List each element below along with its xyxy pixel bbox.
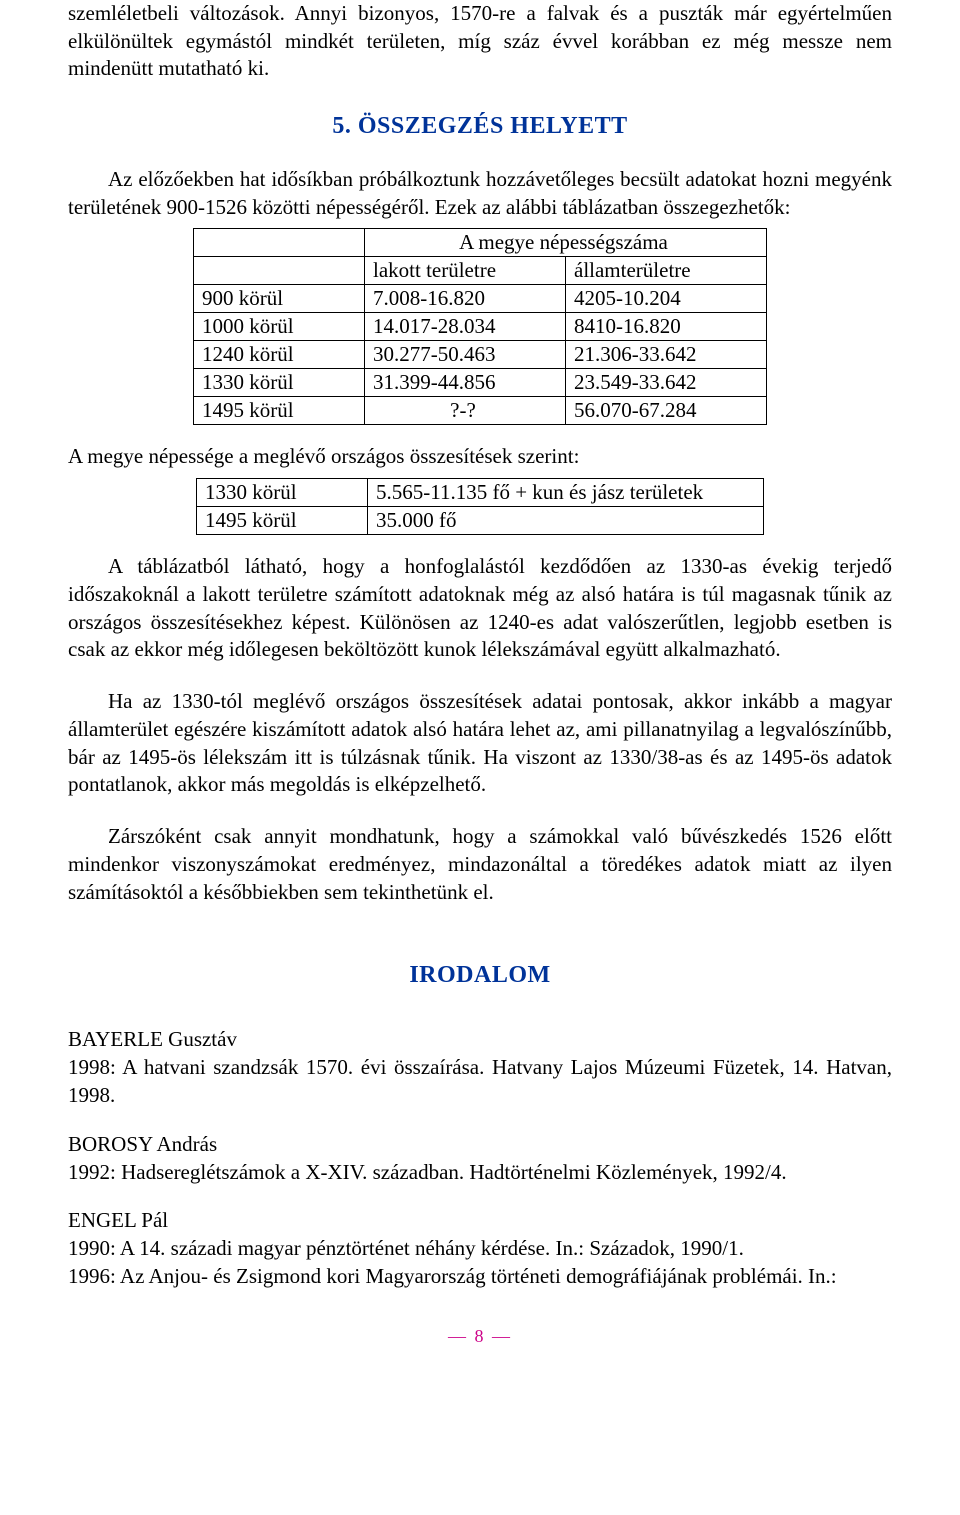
after-t2-para-1: A táblázatból látható, hogy a honfoglalá… [68, 553, 892, 664]
ref-engel: ENGEL Pál 1990: A 14. századi magyar pén… [68, 1206, 892, 1290]
ref-bayerle: BAYERLE Gusztáv 1998: A hatvani szandzsá… [68, 1025, 892, 1109]
heading-summary: 5. ÖSSZEGZÉS HELYETT [68, 113, 892, 140]
table-row: 1495 körül ?-? 56.070-67.284 [194, 396, 767, 424]
heading-irodalom: IRODALOM [68, 962, 892, 989]
table-row: 1330 körül 5.565-11.135 fő + kun és jász… [197, 479, 764, 507]
ref-line: 1996: Az Anjou- és Zsigmond kori Magyaro… [68, 1262, 892, 1290]
t1-merged-header: A megye népességszáma [365, 228, 767, 256]
t1-col2-header: államterületre [566, 256, 767, 284]
t1-col1-header: lakott területre [365, 256, 566, 284]
ref-line: 1992: Hadsereglétszámok a X-XIV. századb… [68, 1160, 787, 1184]
ref-line: 1990: A 14. századi magyar pénztörténet … [68, 1234, 892, 1262]
summary-para-1: Az előzőekben hat idősíkban próbálkoztun… [68, 166, 892, 221]
population-table-2: 1330 körül 5.565-11.135 fő + kun és jász… [196, 478, 764, 535]
ref-borosy: BOROSY András 1992: Hadsereglétszámok a … [68, 1130, 892, 1186]
mid-paragraph: A megye népessége a meglévő országos öss… [68, 443, 892, 471]
after-t2-para-3: Zárszóként csak annyit mondhatunk, hogy … [68, 823, 892, 906]
ref-author: BOROSY András [68, 1130, 892, 1158]
table-row: 1240 körül 30.277-50.463 21.306-33.642 [194, 340, 767, 368]
table-row: 1495 körül 35.000 fő [197, 507, 764, 535]
t1-blank-subheader [194, 256, 365, 284]
intro-paragraph: szemléletbeli változások. Annyi bizonyos… [68, 0, 892, 83]
table-row: 1330 körül 31.399-44.856 23.549-33.642 [194, 368, 767, 396]
t1-blank-header [194, 228, 365, 256]
ref-author: ENGEL Pál [68, 1206, 892, 1234]
ref-line: 1998: A hatvani szandzsák 1570. évi össz… [68, 1055, 892, 1107]
after-t2-para-2: Ha az 1330-tól meglévő országos összesít… [68, 688, 892, 799]
population-table-1: A megye népességszáma lakott területre á… [193, 228, 767, 425]
table-row: 900 körül 7.008-16.820 4205-10.204 [194, 284, 767, 312]
ref-author: BAYERLE Gusztáv [68, 1025, 892, 1053]
page-number: — 8 — [68, 1326, 892, 1347]
table-row: 1000 körül 14.017-28.034 8410-16.820 [194, 312, 767, 340]
